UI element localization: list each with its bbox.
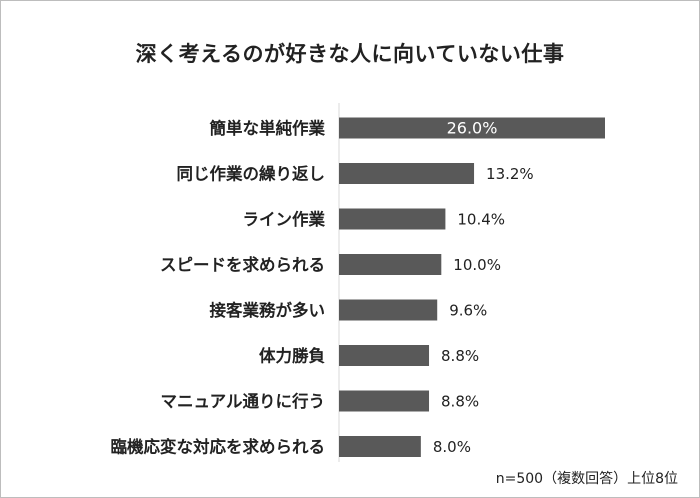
bar — [339, 299, 438, 321]
chart-title: 深く考えるのが好きな人に向いていない仕事 — [135, 42, 565, 66]
bar — [339, 436, 421, 457]
value-label: 8.0% — [433, 438, 471, 456]
value-label: 10.0% — [453, 256, 501, 274]
bars-group: 簡単な単純作業 26.0% 同じ作業の繰り返し 13.2% ライン作業 10.4% スピード… — [111, 117, 605, 457]
value-label: 8.8% — [441, 347, 479, 365]
category-label: マニュアル通りに行う — [160, 391, 325, 411]
bar — [339, 254, 442, 275]
value-label: 10.4% — [457, 211, 505, 229]
bar — [339, 117, 605, 139]
bar — [339, 163, 475, 184]
value-label: 26.0% — [447, 119, 498, 138]
category-label: 同じ作業の繰り返し — [177, 164, 326, 184]
bar — [339, 345, 430, 366]
category-label: 簡単な単純作業 — [209, 118, 326, 138]
category-label: 接客業務が多い — [210, 300, 326, 320]
category-label: ライン作業 — [243, 209, 326, 229]
sample-note: n=500（複数回答）上位8位 — [495, 471, 678, 487]
bar — [339, 390, 430, 412]
category-label: 臨機応変な対応を求められる — [111, 437, 326, 457]
category-label: 体力勝負 — [259, 346, 326, 366]
value-label: 13.2% — [486, 165, 534, 183]
bar — [339, 208, 446, 230]
value-label: 9.6% — [449, 302, 487, 320]
value-label: 8.8% — [441, 393, 479, 411]
category-label: スピードを求められる — [160, 255, 325, 275]
